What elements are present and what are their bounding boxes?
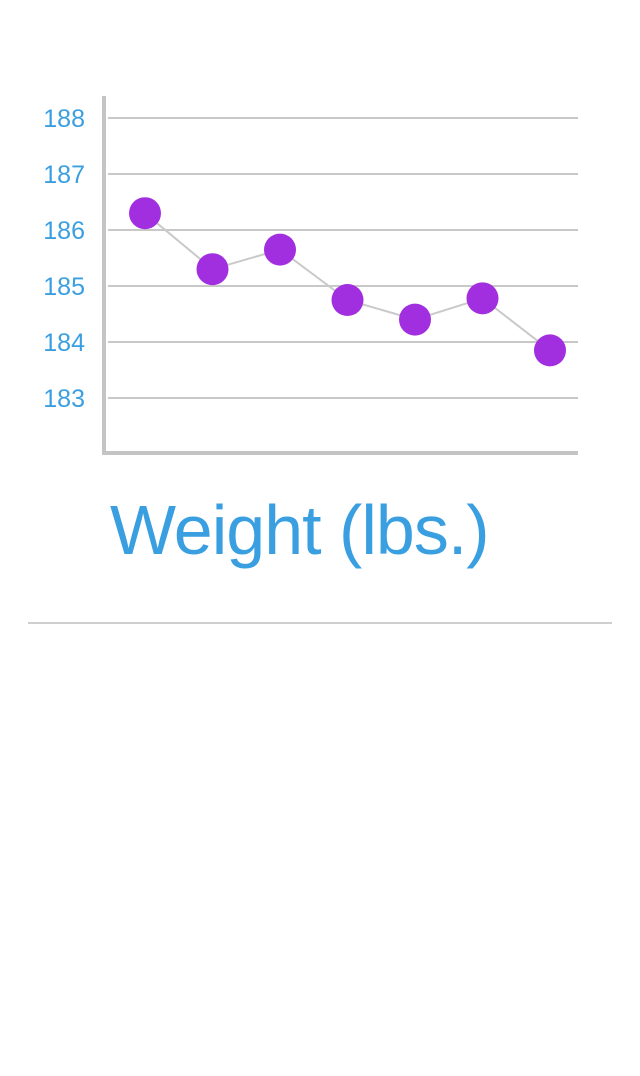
grid-lines	[108, 117, 578, 399]
y-tick-label: 183	[43, 385, 85, 413]
y-tick-label: 184	[43, 329, 85, 357]
data-point	[196, 253, 229, 286]
y-tick-label: 185	[43, 273, 85, 301]
weight-series	[129, 197, 566, 367]
data-point	[331, 284, 364, 316]
data-point	[129, 197, 161, 230]
data-point	[399, 303, 431, 336]
y-tick-label: 186	[43, 217, 85, 245]
chart-title: Weight (lbs.)	[110, 491, 490, 569]
data-point	[534, 334, 566, 367]
y-tick-label: 187	[43, 161, 85, 189]
y-tick-labels: 183 184 185 186 187 188	[43, 105, 85, 413]
data-point	[466, 282, 499, 315]
section-divider	[28, 622, 612, 624]
y-tick-label: 188	[43, 105, 85, 133]
data-point	[264, 233, 296, 266]
weight-line-chart: 183 184 185 186 187 188	[43, 96, 578, 455]
